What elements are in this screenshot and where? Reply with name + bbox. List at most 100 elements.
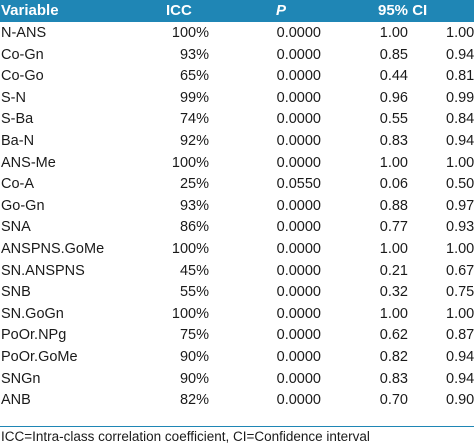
cell-p-value: 0.0000 [276, 89, 321, 106]
cell-p-value: 0.0000 [276, 262, 321, 279]
cell-ci-upper: 0.84 [446, 111, 474, 128]
cell-variable: SNB [1, 284, 31, 301]
cell-icc: 55% [179, 284, 209, 301]
cell-ci-lower: 0.82 [379, 348, 408, 365]
cell-icc: 93% [179, 46, 209, 63]
cell-ci-upper: 0.67 [446, 262, 474, 279]
cell-ci-lower: 1.00 [379, 240, 408, 257]
cell-ci-upper: 0.87 [446, 327, 474, 344]
column-header-p: P [276, 2, 287, 19]
cell-ci-lower: 0.83 [379, 132, 408, 149]
cell-icc: 86% [179, 219, 209, 236]
cell-p-value: 0.0000 [276, 284, 321, 301]
cell-ci-lower: 1.00 [379, 25, 408, 41]
cell-icc: 100% [171, 240, 209, 257]
table-body: N-ANS 100% 0.0000 1.00 1.000 Co-Gn 93% 0.0000 0.… [0, 24, 474, 413]
table-row: SNB 55% 0.0000 0.32 0.75 [0, 283, 474, 305]
cell-variable: SN.GoGn [1, 305, 64, 322]
cell-variable: S-Ba [1, 111, 34, 128]
column-header-icc: ICC [166, 2, 192, 19]
cell-variable: ANSPNS.GoMe [1, 240, 105, 257]
table-row: SN.ANSPNS 45% 0.0000 0.21 0.67 [0, 262, 474, 284]
cell-variable: ANS-Me [1, 154, 56, 171]
cell-variable: Co-Go [1, 68, 44, 85]
cell-ci-upper: 0.93 [446, 219, 474, 236]
cell-p-value: 0.0000 [276, 240, 321, 257]
cell-ci-upper: 0.90 [446, 392, 474, 409]
cell-ci-upper: 0.81 [446, 68, 474, 85]
table-row: SNA 86% 0.0000 0.77 0.93 [0, 218, 474, 240]
cell-p-value: 0.0000 [276, 132, 321, 149]
cell-variable: PoOr.NPg [1, 327, 67, 344]
table-row: PoOr.NPg 75% 0.0000 0.62 0.87 [0, 326, 474, 348]
cell-variable: PoOr.GoMe [1, 348, 78, 365]
cell-variable: SN.ANSPNS [1, 262, 85, 279]
table-row: ANS-Me 100% 0.0000 1.00 1.000 [0, 154, 474, 176]
cell-icc: 92% [179, 132, 209, 149]
cell-ci-lower: 1.00 [379, 154, 408, 171]
cell-variable: ANB [1, 392, 31, 409]
cell-variable: Go-Gn [1, 197, 45, 214]
cell-ci-lower: 0.85 [379, 46, 408, 63]
column-header-ci: 95% CI [378, 2, 428, 19]
cell-p-value: 0.0000 [276, 111, 321, 128]
cell-ci-lower: 0.44 [379, 68, 408, 85]
cell-ci-upper: 0.94 [446, 370, 474, 387]
cell-variable: Co-A [1, 176, 35, 193]
cell-ci-lower: 0.55 [379, 111, 408, 128]
table-row: SNGn 90% 0.0000 0.83 0.94 [0, 370, 474, 392]
cell-ci-lower: 0.88 [379, 197, 408, 214]
table-row: S-Ba 74% 0.0000 0.55 0.84 [0, 110, 474, 132]
cell-ci-upper: 1.000 [446, 240, 474, 257]
cell-ci-lower: 0.32 [379, 284, 408, 301]
cell-ci-upper: 0.97 [446, 197, 474, 214]
table-row: ANSPNS.GoMe 100% 0.0000 1.00 1.000 [0, 240, 474, 262]
table-row: ANB 82% 0.0000 0.70 0.90 [0, 391, 474, 413]
table-row: Co-A 25% 0.0550 0.06 0.500 [0, 175, 474, 197]
cell-p-value: 0.0550 [276, 176, 321, 193]
cell-icc: 99% [179, 89, 209, 106]
table-row: N-ANS 100% 0.0000 1.00 1.000 [0, 24, 474, 46]
cell-p-value: 0.0000 [276, 46, 321, 63]
table-footnote: ICC=Intra-class correlation coefficient,… [0, 426, 474, 446]
cell-p-value: 0.0000 [276, 348, 321, 365]
cell-ci-upper: 0.500 [446, 176, 474, 193]
cell-p-value: 0.0000 [276, 68, 321, 85]
table-row: S-N 99% 0.0000 0.96 0.990 [0, 89, 474, 111]
cell-ci-lower: 0.83 [379, 370, 408, 387]
cell-icc: 90% [179, 370, 209, 387]
cell-icc: 74% [179, 111, 209, 128]
cell-variable: N-ANS [1, 25, 47, 41]
cell-icc: 82% [179, 392, 209, 409]
footnote-text: ICC=Intra-class correlation coefficient,… [1, 429, 370, 444]
cell-p-value: 0.0000 [276, 197, 321, 214]
cell-ci-upper: 1.000 [446, 154, 474, 171]
column-header-variable: Variable [1, 2, 59, 19]
cell-p-value: 0.0000 [276, 219, 321, 236]
cell-icc: 75% [179, 327, 209, 344]
cell-ci-upper: 1.000 [446, 305, 474, 322]
cell-icc: 65% [179, 68, 209, 85]
cell-ci-upper: 0.94 [446, 132, 474, 149]
cell-p-value: 0.0000 [276, 305, 321, 322]
table-row: PoOr.GoMe 90% 0.0000 0.82 0.94 [0, 348, 474, 370]
cell-ci-lower: 0.96 [379, 89, 408, 106]
cell-ci-lower: 0.06 [379, 176, 408, 193]
table-row: Go-Gn 93% 0.0000 0.88 0.97 [0, 197, 474, 219]
cell-variable: SNA [1, 219, 31, 236]
cell-icc: 90% [179, 348, 209, 365]
cell-p-value: 0.0000 [276, 370, 321, 387]
cell-p-value: 0.0000 [276, 327, 321, 344]
cell-ci-upper: 1.000 [446, 25, 474, 41]
cell-ci-lower: 0.77 [379, 219, 408, 236]
cell-ci-upper: 0.94 [446, 46, 474, 63]
cell-ci-upper: 0.75 [446, 284, 474, 301]
cell-variable: Ba-N [1, 132, 35, 149]
table-row: Ba-N 92% 0.0000 0.83 0.94 [0, 132, 474, 154]
cell-ci-lower: 0.62 [379, 327, 408, 344]
table-row: Co-Go 65% 0.0000 0.44 0.81 [0, 67, 474, 89]
cell-ci-lower: 0.70 [379, 392, 408, 409]
cell-p-value: 0.0000 [276, 25, 321, 41]
table-row: SN.GoGn 100% 0.0000 1.00 1.000 [0, 305, 474, 327]
cell-icc: 93% [179, 197, 209, 214]
